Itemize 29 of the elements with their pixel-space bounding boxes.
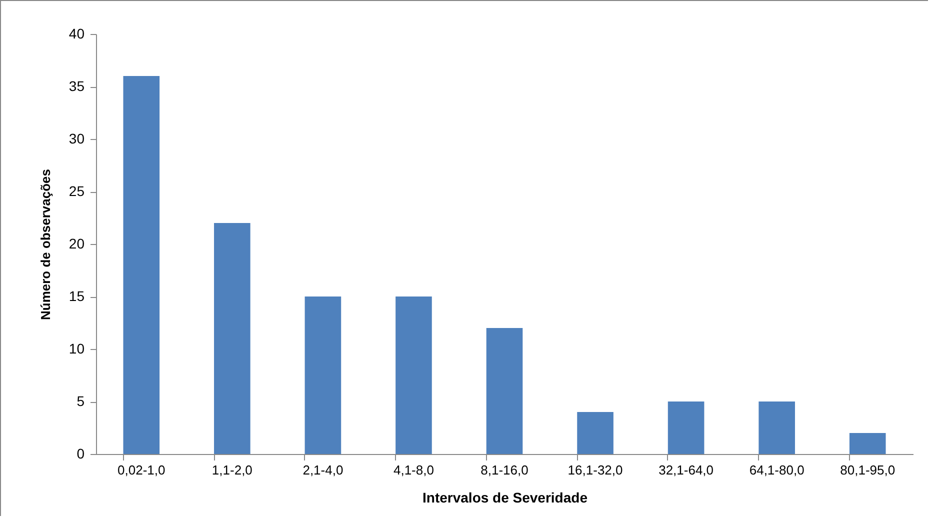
y-tick-label: 5: [76, 393, 85, 409]
x-tick-label: 4,1-8,0: [393, 462, 434, 478]
x-tick-label: 1,1-2,0: [212, 462, 252, 478]
bar: [668, 402, 704, 454]
x-axis-title: Intervalos de Severidade: [422, 490, 588, 506]
y-tick-label: 25: [68, 183, 85, 199]
y-tick-label: 15: [68, 288, 85, 304]
bar: [214, 223, 250, 454]
y-tick-label: 10: [68, 340, 85, 356]
x-tick-label: 8,1-16,0: [480, 462, 528, 478]
bar: [849, 433, 886, 454]
y-axis-title: Número de observações: [38, 168, 53, 320]
y-tick-label: 35: [68, 78, 85, 94]
x-tick-label: 16,1-32,0: [568, 462, 623, 478]
bar: [758, 402, 795, 454]
x-tick-label: 0,02-1,0: [118, 462, 166, 478]
x-tick-label: 32,1-64,0: [658, 462, 714, 478]
y-tick-label: 20: [68, 236, 85, 252]
x-tick-label: 64,1-80,0: [749, 462, 804, 478]
bar: [123, 76, 160, 454]
y-tick-label: 40: [68, 26, 85, 42]
y-tick-label: 30: [68, 130, 85, 146]
x-tick-label: 2,1-4,0: [302, 462, 344, 478]
x-tick-label: 80,1-95,0: [840, 462, 896, 478]
bar: [396, 296, 432, 454]
bar: [486, 328, 523, 454]
bar: [577, 412, 614, 454]
bar: [304, 296, 342, 454]
y-tick-label: 0: [76, 446, 85, 462]
